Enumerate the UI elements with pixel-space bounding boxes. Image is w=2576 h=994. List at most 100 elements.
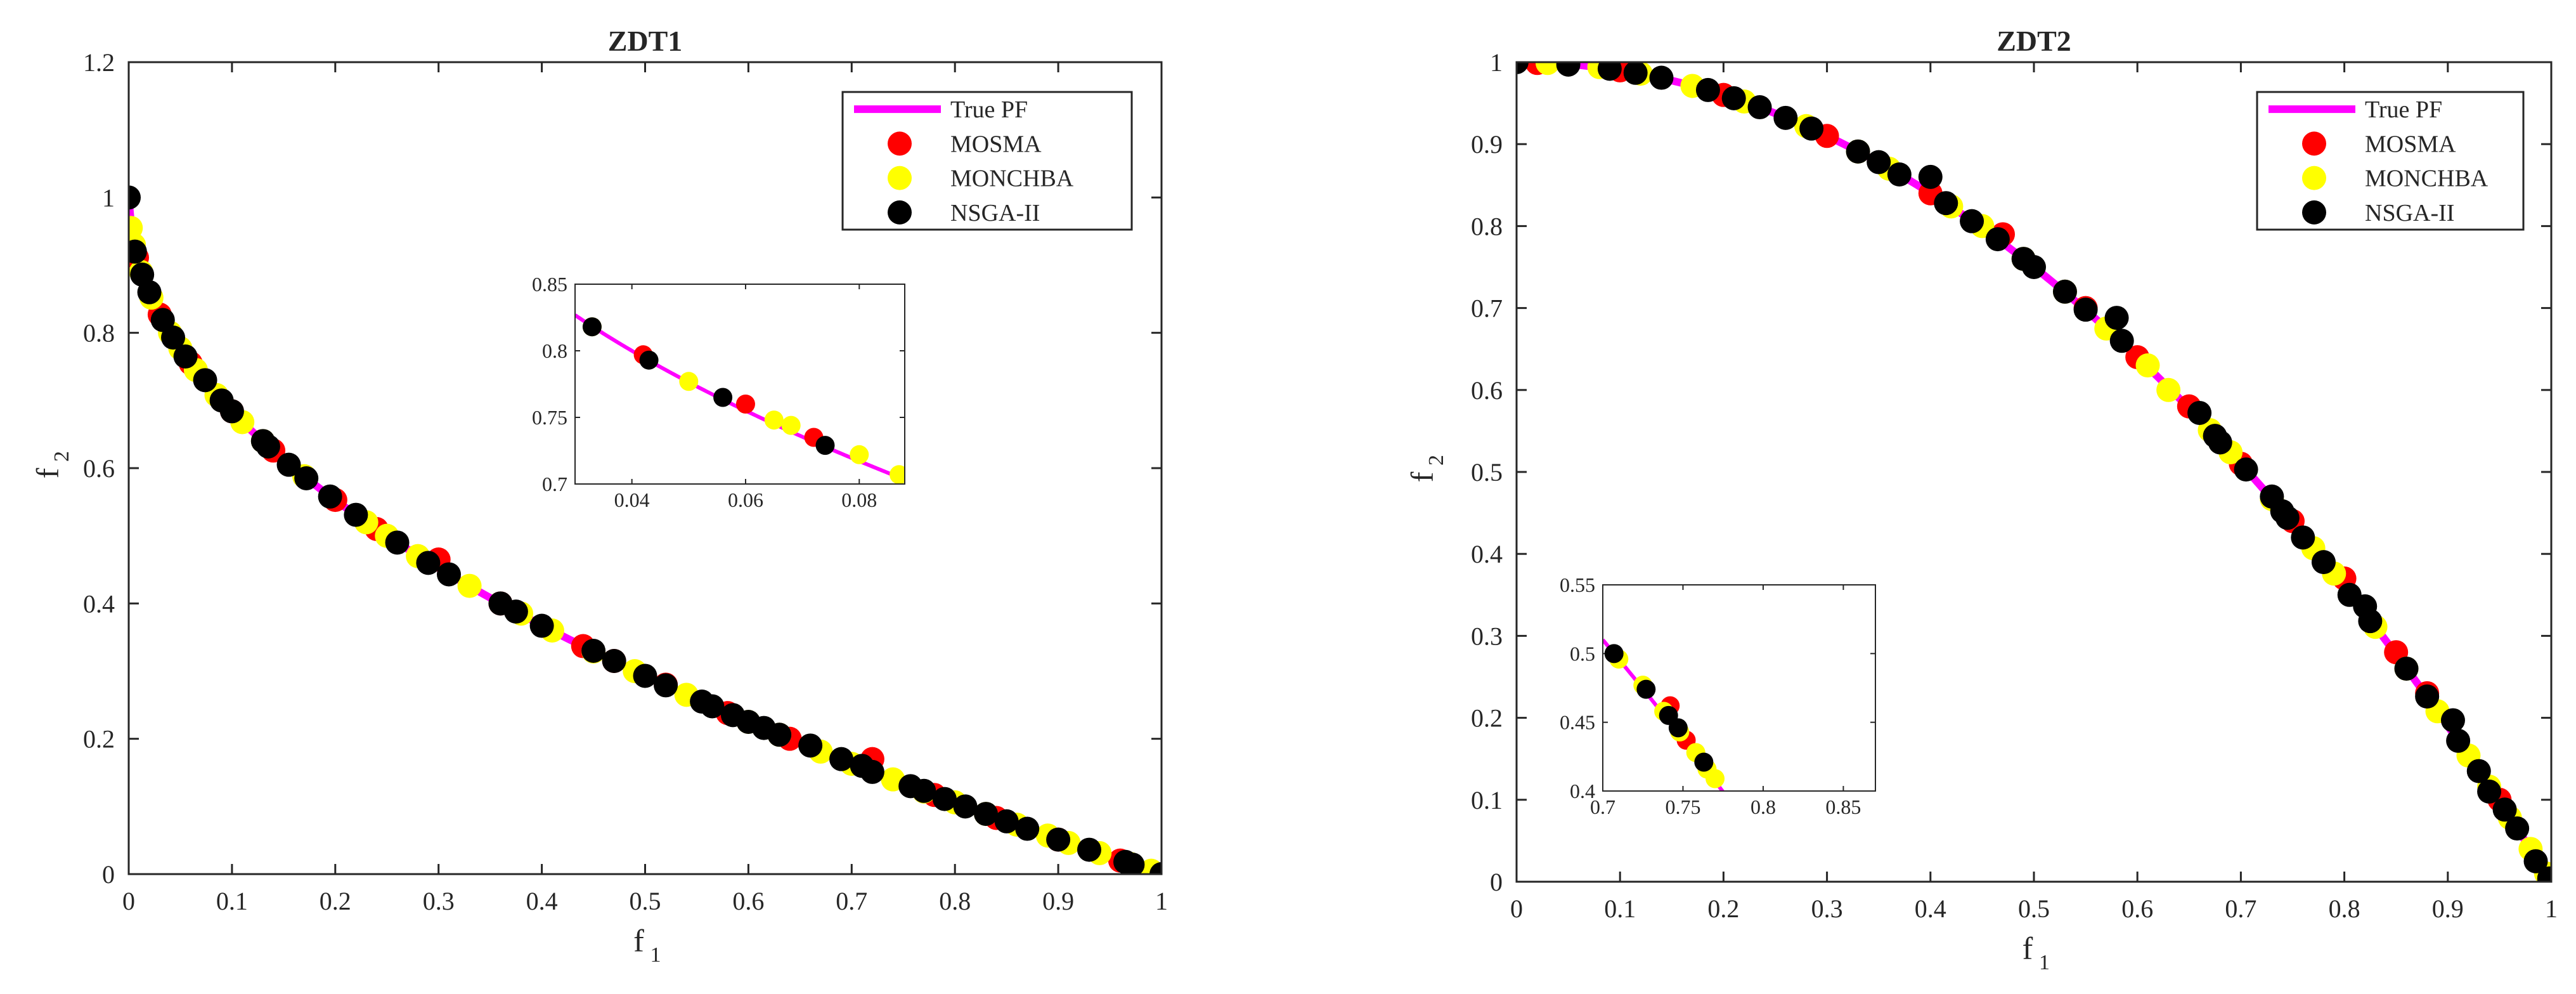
main-1-nsga2-point: [1556, 62, 1581, 77]
chart-title: ZDT2: [1997, 25, 2071, 57]
inset-y-tick-label: 0.75: [532, 406, 567, 429]
x-tick-label: 0.5: [630, 887, 661, 915]
main-1-nsga2-point: [2234, 457, 2258, 482]
inset-y-tick-label: 0.45: [1560, 711, 1595, 734]
inset-y-tick-label: 0.7: [542, 473, 567, 495]
main-1-nsga2-point: [2440, 708, 2465, 733]
main-1-nsga2-point: [2208, 430, 2232, 455]
main-0-nsga2-point: [318, 484, 342, 509]
axes-border: [127, 61, 1163, 875]
main-1-nsga2-point: [1517, 62, 1529, 74]
y-axis-label: f: [1404, 471, 1440, 482]
main-1-nsga2-point: [1918, 164, 1943, 189]
x-tick-label: 0.4: [1915, 894, 1946, 923]
main-1-monchba-point: [2135, 353, 2160, 378]
main-0-nsga2-point: [798, 733, 823, 758]
x-tick-label: 0.3: [423, 887, 455, 915]
main-1-nsga2-point: [2505, 816, 2530, 841]
y-tick-label: 0: [102, 860, 115, 889]
main-1-nsga2-point: [2394, 657, 2419, 681]
main-1-nsga2-point: [2477, 779, 2502, 804]
y-axis-label-subscript: 2: [1425, 455, 1448, 466]
x-tick-label: 0.6: [732, 887, 764, 915]
inset-0-nsga2-series: [582, 317, 835, 455]
zdt1-panel: 0 0.1 0.2 0.3 0.4 0.5 0.6 0.7 0.8 0.9 1 0 0.2 0.4 0.6 0…: [30, 25, 1168, 967]
x-tick-label: 0.7: [836, 887, 867, 915]
main-0-nsga2-point: [602, 649, 626, 673]
legend-nsga2-label: NSGA-II: [2365, 200, 2454, 226]
main-1-nsga2-point: [2073, 298, 2098, 322]
main-1-plot-area: [1517, 62, 2551, 882]
main-0-nsga2-point: [581, 639, 606, 663]
inset-0-nsga2-point: [582, 317, 602, 337]
legend-nsga2-label: NSGA-II: [950, 200, 1040, 226]
main-0-nsga2-point: [344, 502, 368, 527]
main-0-nsga2-point: [276, 452, 301, 477]
main-0-nsga2-point: [932, 787, 957, 811]
main-0-nsga2-series: [129, 185, 1162, 874]
y-tick-label: 0.8: [1471, 212, 1503, 240]
x-tick-label: 0.1: [216, 887, 248, 915]
inset-1-nsga2-point: [1636, 679, 1656, 699]
main-1-nsga2-point: [1867, 150, 1891, 174]
legend-monchba-swatch: [2302, 166, 2326, 190]
y-tick-label: 0.6: [1471, 376, 1503, 405]
legend-mosma-swatch: [888, 131, 912, 156]
y-axis-label-subscript: 2: [50, 451, 74, 462]
legend-mosma-swatch: [2302, 131, 2326, 156]
main-0-nsga2-point: [1046, 827, 1071, 852]
y-tick-label: 0.2: [83, 725, 115, 754]
main-0-nsga2-point: [294, 466, 319, 490]
y-tick-label: 0.9: [1471, 130, 1503, 159]
main-1-nsga2-point: [2523, 849, 2548, 873]
inset-0-nsga2-point: [815, 436, 835, 455]
inset-0-monchba-point: [890, 465, 905, 484]
x-tick-label: 0.7: [2225, 894, 2256, 923]
legend-box: [2256, 91, 2525, 231]
main-0-nsga2-point: [129, 239, 147, 264]
x-tick-label: 0: [1510, 894, 1523, 923]
main-0-nsga2-point: [256, 434, 280, 459]
main-0-nsga2-point: [860, 759, 884, 784]
main-1-nsga2-point: [2022, 255, 2046, 279]
inset-x-tick-label: 0.08: [841, 488, 877, 511]
legend-monchba-label: MONCHBA: [2365, 166, 2489, 192]
legend-monchba-swatch: [888, 166, 912, 190]
inset-y-tick-label: 0.5: [1570, 642, 1595, 665]
x-tick-label: 0.5: [2018, 894, 2050, 923]
inset-border: [574, 284, 905, 485]
y-axis-label-group: f2: [30, 451, 74, 478]
inset-0-nsga2-point: [639, 350, 659, 370]
main-0-plot-area: [129, 185, 1162, 874]
main-1-nsga2-point: [1695, 77, 1720, 102]
legend-monchba-label: MONCHBA: [950, 166, 1074, 192]
main-0-nsga2-point: [503, 599, 528, 624]
y-tick-label: 0.4: [1471, 540, 1503, 568]
main-0-nsga2-point: [385, 530, 410, 555]
main-1-nsga2-point: [2187, 400, 2212, 425]
main-1-nsga2-point: [2109, 329, 2134, 353]
main-0-nsga2-point: [1149, 862, 1162, 874]
main-0-nsga2-point: [150, 308, 175, 332]
inset-1-monchba-point: [1705, 769, 1725, 788]
main-0-monchba-point: [457, 573, 482, 598]
y-tick-label: 0: [1490, 868, 1503, 896]
inset-1-plot-area: [1603, 638, 1725, 791]
main-1-nsga2-point: [1747, 95, 1772, 120]
inset-y-tick-label: 0.8: [542, 339, 567, 362]
inset-0-monchba-point: [850, 445, 869, 464]
inset-1-nsga2-point: [1668, 718, 1688, 738]
y-tick-label: 1: [1490, 48, 1503, 77]
legend: True PF MOSMA MONCHBA NSGA-II: [841, 91, 1133, 231]
zdt2-panel: 0 0.1 0.2 0.3 0.4 0.5 0.6 0.7 0.8 0.9 1 0 0.1 0.2 0.3 0…: [1404, 25, 2558, 974]
main-0-nsga2-point: [416, 551, 441, 575]
inset-x-tick-label: 0.85: [1825, 795, 1861, 818]
y-tick-label: 1: [102, 183, 115, 212]
inset-x-tick-label: 0.04: [614, 488, 650, 511]
x-tick-label: 0.2: [1707, 894, 1739, 923]
main-1-nsga2-point: [1773, 105, 1798, 130]
main-0-nsga2-point: [829, 747, 854, 771]
main-1-nsga2-point: [1721, 86, 1746, 110]
inset-zoom: 0.04 0.06 0.08 0.7 0.75 0.8 0.85: [532, 273, 905, 511]
main-1-nsga2-point: [2052, 279, 2077, 304]
